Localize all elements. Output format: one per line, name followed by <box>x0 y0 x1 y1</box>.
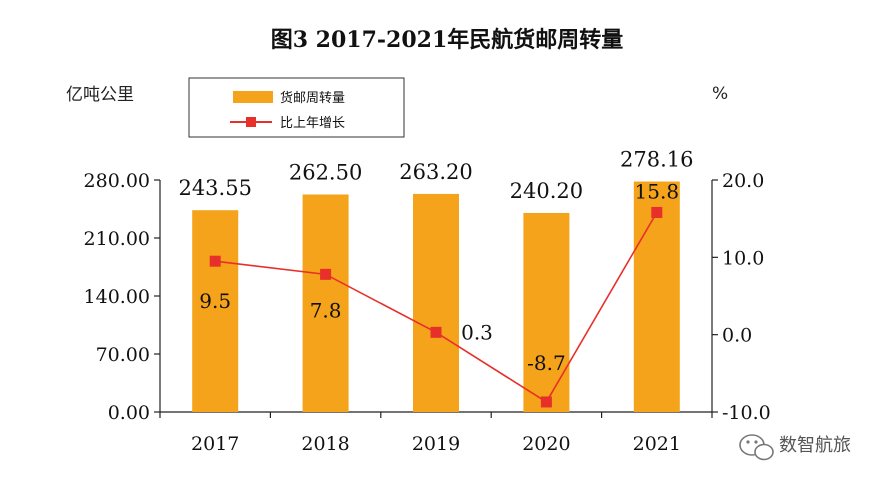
growth-point-2018 <box>320 268 332 280</box>
bar-2020 <box>523 212 570 412</box>
right-tick-label: 20.0 <box>722 170 764 192</box>
left-tick-label: 70.00 <box>96 344 150 366</box>
growth-value-label: -8.7 <box>527 351 566 375</box>
legend-bar-swatch <box>233 91 273 103</box>
growth-point-2019 <box>430 326 442 338</box>
right-tick-label: 10.0 <box>722 247 764 269</box>
left-tick-label: 140.00 <box>84 286 150 308</box>
x-tick-label: 2021 <box>633 433 681 455</box>
growth-value-label: 15.8 <box>635 179 680 203</box>
growth-value-label: 0.3 <box>461 320 493 344</box>
bar-2018 <box>302 194 349 412</box>
bar-2017 <box>192 210 239 412</box>
legend-bar-label: 货邮周转量 <box>280 90 345 106</box>
x-tick-label: 2020 <box>522 433 570 455</box>
watermark-text: 数智航旅 <box>779 435 851 456</box>
bar-value-label: 243.55 <box>178 176 251 200</box>
watermark: 数智航旅 <box>739 434 851 461</box>
legend-line-label: 比上年增长 <box>280 116 345 131</box>
bar-value-label: 278.16 <box>620 148 693 172</box>
right-tick-label: 0.0 <box>722 325 752 347</box>
left-tick-label: 280.00 <box>84 170 150 192</box>
right-axis-unit: % <box>712 84 728 104</box>
growth-point-2017 <box>209 255 221 267</box>
bar-value-label: 263.20 <box>399 160 472 184</box>
growth-value-label: 9.5 <box>199 289 231 313</box>
right-tick-label: -10.0 <box>722 402 771 424</box>
bar-2021 <box>633 181 680 412</box>
growth-point-2020 <box>540 396 552 408</box>
left-tick-label: 210.00 <box>84 228 150 250</box>
x-tick-label: 2017 <box>191 433 239 455</box>
legend: 货邮周转量 比上年增长 <box>188 77 405 138</box>
legend-box <box>188 77 405 138</box>
bar-2019 <box>413 193 459 412</box>
bar-value-label: 240.20 <box>510 179 583 203</box>
left-axis-unit: 亿吨公里 <box>66 85 134 105</box>
left-tick-label: 0.00 <box>108 402 150 424</box>
x-tick-label: 2019 <box>412 433 460 455</box>
legend-line-marker <box>246 117 256 127</box>
chart-title: 图3 2017-2021年民航货邮周转量 <box>271 27 624 53</box>
growth-value-label: 7.8 <box>310 298 342 322</box>
bar-value-label: 262.50 <box>289 161 362 185</box>
plot-area: 0.00 70.00 140.00 210.00 280.00 -10.0 0.0 10.0 2… <box>84 148 771 455</box>
wechat-icon <box>739 434 774 461</box>
x-tick-label: 2018 <box>301 433 349 455</box>
growth-point-2021 <box>651 206 663 218</box>
